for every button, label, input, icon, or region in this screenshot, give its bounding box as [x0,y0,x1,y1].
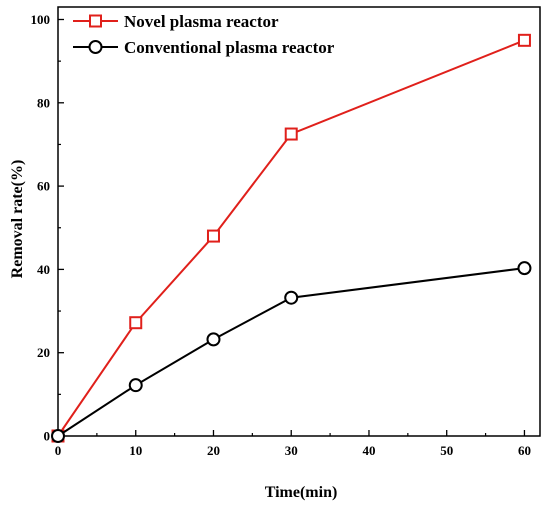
y-tick-label: 40 [37,262,50,277]
x-axis-title: Time(min) [265,484,338,501]
y-tick-label: 80 [37,95,50,110]
series-1-point [284,127,298,141]
series-2-point [517,261,532,276]
y-tick-label: 0 [44,429,51,444]
series-2-point [206,332,221,347]
legend-label-2: Conventional plasma reactor [124,38,335,57]
x-tick-label: 50 [440,443,453,458]
x-tick-label: 60 [518,443,531,458]
series-1-point [517,33,531,47]
y-tick-label: 100 [31,12,51,27]
legend-label-1: Novel plasma reactor [124,12,279,31]
legend-marker-circle [88,40,103,54]
x-tick-label: 0 [55,443,62,458]
series-1-point [129,316,143,330]
series-2-point [284,290,299,305]
series-2-point [51,429,65,443]
x-tick-label: 30 [285,443,298,458]
plot-area [57,6,541,437]
y-tick-label: 20 [37,345,50,360]
y-tick-label: 60 [37,179,50,194]
series-1-point [206,229,220,243]
y-axis-title: Removal rate(%) [9,160,26,279]
data-series [51,33,532,443]
axis-ticks: 0 10 20 30 40 50 60 0 20 40 60 80 100 [31,12,531,458]
legend-marker-square [89,14,102,28]
series-2-point [128,378,143,393]
x-tick-label: 10 [129,443,142,458]
x-tick-label: 20 [207,443,220,458]
plot-frame [57,6,541,437]
series-line-1 [57,39,525,437]
legend: Novel plasma reactor Conventional plasma … [73,12,335,57]
x-tick-label: 40 [362,443,375,458]
